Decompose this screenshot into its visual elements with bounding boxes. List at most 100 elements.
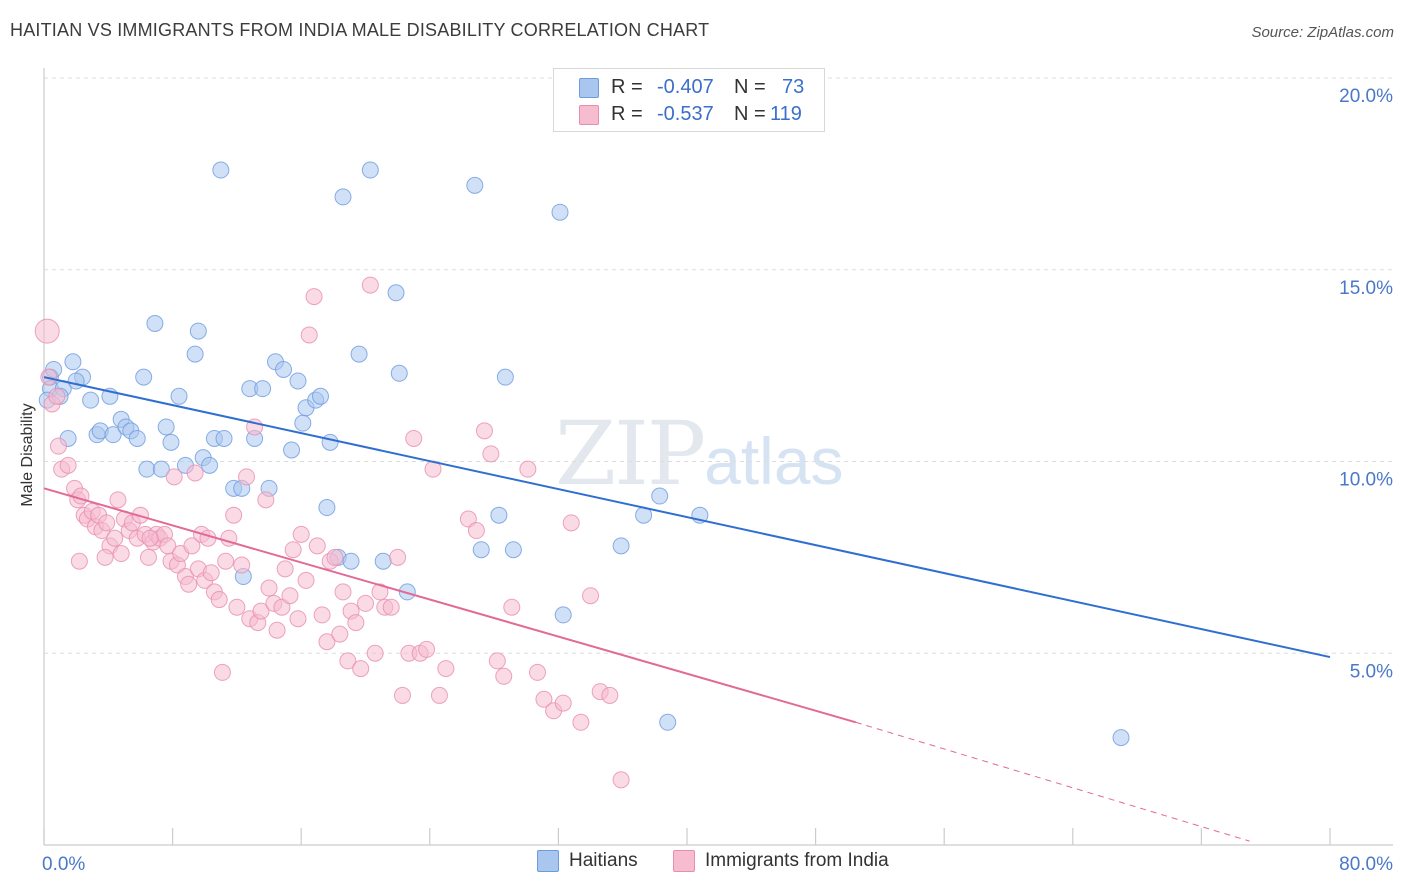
india-point-74 bbox=[318, 633, 336, 651]
india-point-89 bbox=[389, 548, 407, 566]
india-point-67 bbox=[289, 610, 307, 628]
legend-label-haitians: Haitians bbox=[569, 850, 638, 871]
haitian-point-39 bbox=[275, 360, 293, 378]
haitians-trend-line bbox=[43, 376, 1331, 659]
india-point-68 bbox=[292, 525, 310, 543]
haitian-point-30 bbox=[215, 429, 233, 447]
haitian-point-61 bbox=[504, 541, 522, 559]
haitian-point-24 bbox=[186, 345, 204, 363]
india-r-label: R = bbox=[611, 102, 643, 125]
haitian-point-57 bbox=[466, 176, 484, 194]
india-point-38 bbox=[180, 575, 198, 593]
india-point-117 bbox=[70, 552, 88, 570]
india-point-27 bbox=[139, 548, 157, 566]
india-point-3 bbox=[48, 387, 66, 405]
haitians-swatch bbox=[579, 78, 599, 98]
india-r-value: -0.537 bbox=[657, 102, 714, 125]
india-point-62 bbox=[268, 621, 286, 639]
india-point-102 bbox=[488, 652, 506, 670]
india-point-97 bbox=[437, 660, 455, 678]
haitian-point-52 bbox=[361, 161, 379, 179]
india-point-18 bbox=[106, 529, 124, 547]
haitian-point-59 bbox=[490, 506, 508, 524]
india-point-1 bbox=[40, 368, 58, 386]
haitian-point-20 bbox=[157, 418, 175, 436]
india-point-0 bbox=[34, 318, 60, 344]
haitian-point-27 bbox=[201, 456, 219, 474]
haitians-n-label: N = bbox=[734, 75, 766, 98]
india-point-45 bbox=[202, 564, 220, 582]
haitian-point-58 bbox=[472, 541, 490, 559]
legend-item-haitians[interactable]: Haitians bbox=[537, 850, 638, 872]
india-point-65 bbox=[281, 587, 299, 605]
india-point-103 bbox=[495, 667, 513, 685]
india-point-98 bbox=[459, 510, 477, 528]
india-point-106 bbox=[529, 663, 547, 681]
india-point-72 bbox=[308, 537, 326, 555]
india-point-16 bbox=[98, 514, 116, 532]
haitian-point-17 bbox=[138, 460, 156, 478]
y-tick-label-3: 20.0% bbox=[1339, 86, 1393, 107]
india-point-81 bbox=[347, 614, 365, 632]
india-point-54 bbox=[238, 468, 256, 486]
x-tick-label-1: 80.0% bbox=[1339, 854, 1393, 875]
india-point-115 bbox=[612, 771, 630, 789]
india-point-104 bbox=[503, 598, 521, 616]
india-point-78 bbox=[334, 583, 352, 601]
india-point-20 bbox=[112, 545, 130, 563]
chart-source: Source: ZipAtlas.com bbox=[1251, 24, 1394, 41]
india-point-96 bbox=[430, 686, 448, 704]
india-point-110 bbox=[562, 514, 580, 532]
india-point-69 bbox=[297, 571, 315, 589]
india-point-52 bbox=[228, 598, 246, 616]
haitians-n-value: 73 bbox=[782, 75, 805, 98]
haitian-point-21 bbox=[162, 433, 180, 451]
india-point-64 bbox=[276, 560, 294, 578]
india-point-109 bbox=[554, 694, 572, 712]
india-point-101 bbox=[482, 445, 500, 463]
haitian-point-55 bbox=[390, 364, 408, 382]
india-point-4 bbox=[49, 437, 67, 455]
india-point-79 bbox=[339, 652, 357, 670]
india-point-85 bbox=[366, 644, 384, 662]
india-point-111 bbox=[572, 713, 590, 731]
india-n-label: N = bbox=[734, 102, 766, 125]
india-point-88 bbox=[382, 598, 400, 616]
haitian-point-25 bbox=[189, 322, 207, 340]
india-point-76 bbox=[326, 548, 344, 566]
india-point-82 bbox=[352, 660, 370, 678]
india-point-51 bbox=[225, 506, 243, 524]
india-point-6 bbox=[59, 456, 77, 474]
legend-item-india[interactable]: Immigrants from India bbox=[673, 850, 889, 872]
haitian-point-60 bbox=[496, 368, 514, 386]
haitian-point-22 bbox=[170, 387, 188, 405]
india-point-66 bbox=[284, 541, 302, 559]
x-tick-label-0: 0.0% bbox=[42, 854, 85, 875]
chart-legend: Haitians Immigrants from India bbox=[0, 850, 1406, 880]
india-point-77 bbox=[331, 625, 349, 643]
haitian-point-18 bbox=[146, 314, 164, 332]
india-point-53 bbox=[233, 556, 251, 574]
india-n-value: 119 bbox=[770, 102, 802, 125]
chart-title: HAITIAN VS IMMIGRANTS FROM INDIA MALE DI… bbox=[10, 20, 710, 40]
india-point-100 bbox=[475, 422, 493, 440]
india-trend-line bbox=[43, 487, 857, 724]
india-point-71 bbox=[305, 288, 323, 306]
india-point-60 bbox=[260, 579, 278, 597]
haitian-point-49 bbox=[334, 188, 352, 206]
haitian-point-47 bbox=[321, 433, 339, 451]
legend-label-india: Immigrants from India bbox=[705, 850, 889, 871]
india-point-47 bbox=[210, 591, 228, 609]
y-tick-label-0: 5.0% bbox=[1350, 661, 1393, 682]
india-point-39 bbox=[183, 537, 201, 555]
india-point-63 bbox=[273, 598, 291, 616]
haitian-point-69 bbox=[1112, 729, 1130, 747]
stats-row-haitians: R = -0.407 N = 73 bbox=[554, 73, 824, 101]
india-point-107 bbox=[535, 690, 553, 708]
haitians-r-value: -0.407 bbox=[657, 75, 714, 98]
india-point-118 bbox=[141, 529, 159, 547]
india-point-59 bbox=[257, 491, 275, 509]
stats-row-india: R = -0.537 N = 119 bbox=[554, 100, 824, 128]
india-trend-extension bbox=[855, 721, 1250, 842]
haitian-point-56 bbox=[398, 583, 416, 601]
